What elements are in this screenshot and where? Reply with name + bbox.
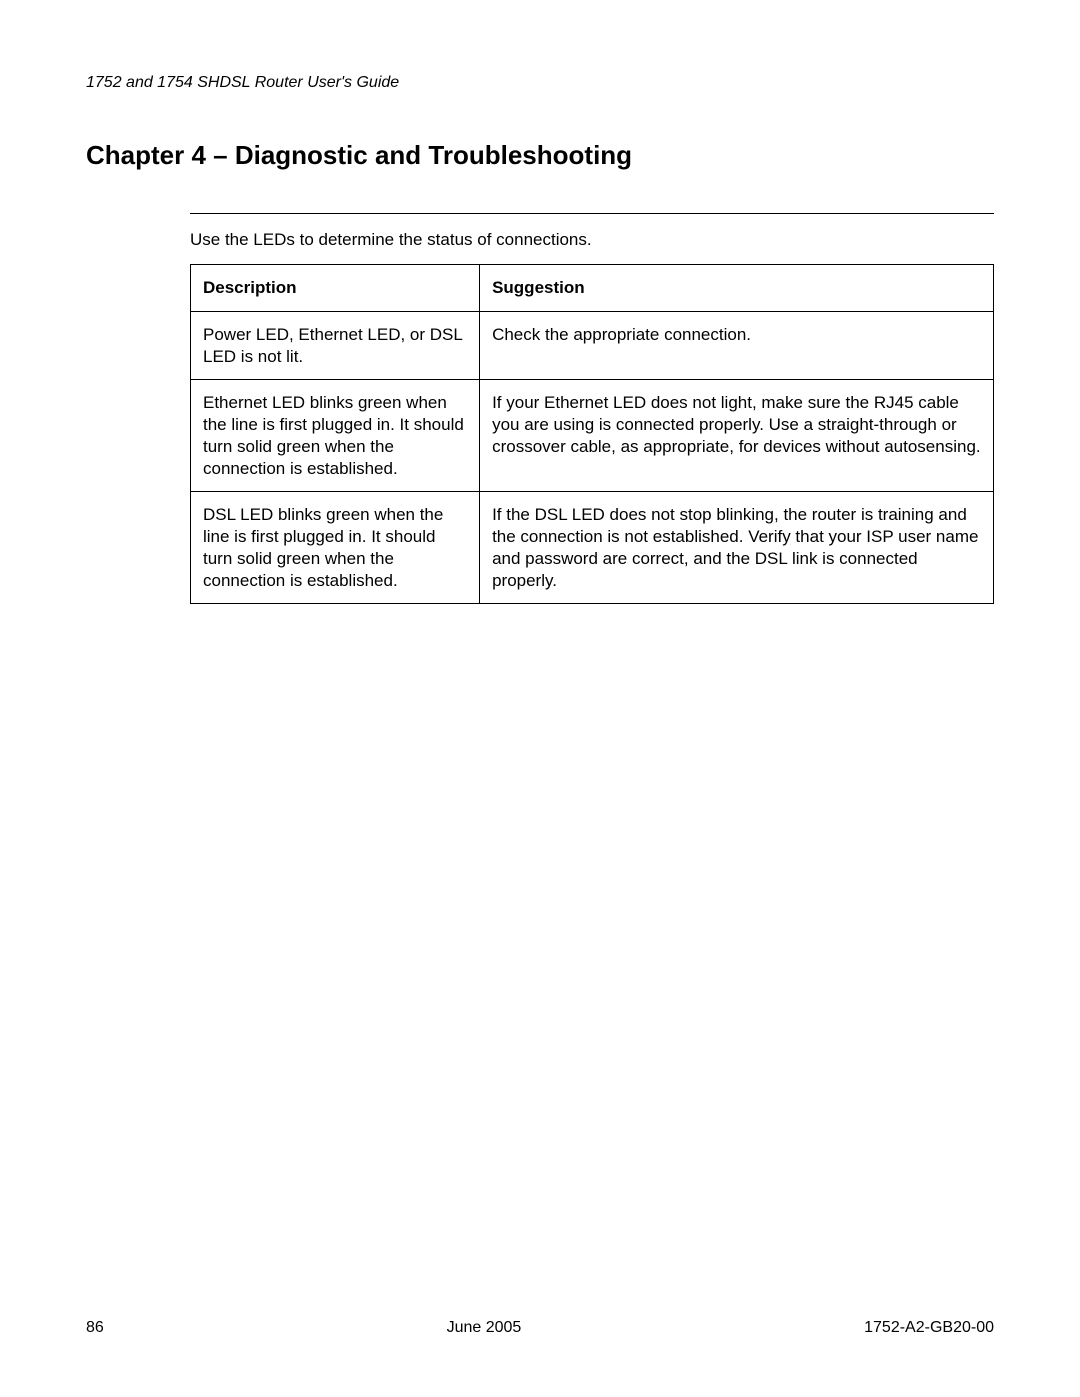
section-divider bbox=[190, 213, 994, 214]
cell-suggestion: If your Ethernet LED does not light, mak… bbox=[480, 380, 994, 492]
cell-suggestion: Check the appropriate connection. bbox=[480, 311, 994, 380]
table-row: DSL LED blinks green when the line is fi… bbox=[191, 492, 994, 604]
column-header-description: Description bbox=[191, 265, 480, 312]
cell-description: Power LED, Ethernet LED, or DSL LED is n… bbox=[191, 311, 480, 380]
intro-text: Use the LEDs to determine the status of … bbox=[190, 230, 994, 250]
table-header-row: Description Suggestion bbox=[191, 265, 994, 312]
cell-description: DSL LED blinks green when the line is fi… bbox=[191, 492, 480, 604]
page-number: 86 bbox=[86, 1319, 104, 1337]
footer-date: June 2005 bbox=[447, 1319, 522, 1337]
document-id: 1752-A2-GB20-00 bbox=[864, 1319, 994, 1337]
cell-suggestion: If the DSL LED does not stop blinking, t… bbox=[480, 492, 994, 604]
table-row: Power LED, Ethernet LED, or DSL LED is n… bbox=[191, 311, 994, 380]
diagnostic-table: Description Suggestion Power LED, Ethern… bbox=[190, 264, 994, 604]
chapter-title: Chapter 4 – Diagnostic and Troubleshooti… bbox=[86, 140, 994, 171]
guide-title: 1752 and 1754 SHDSL Router User's Guide bbox=[86, 74, 994, 92]
table-row: Ethernet LED blinks green when the line … bbox=[191, 380, 994, 492]
content-area: Use the LEDs to determine the status of … bbox=[190, 213, 994, 604]
page-footer: 86 June 2005 1752-A2-GB20-00 bbox=[86, 1319, 994, 1337]
cell-description: Ethernet LED blinks green when the line … bbox=[191, 380, 480, 492]
column-header-suggestion: Suggestion bbox=[480, 265, 994, 312]
